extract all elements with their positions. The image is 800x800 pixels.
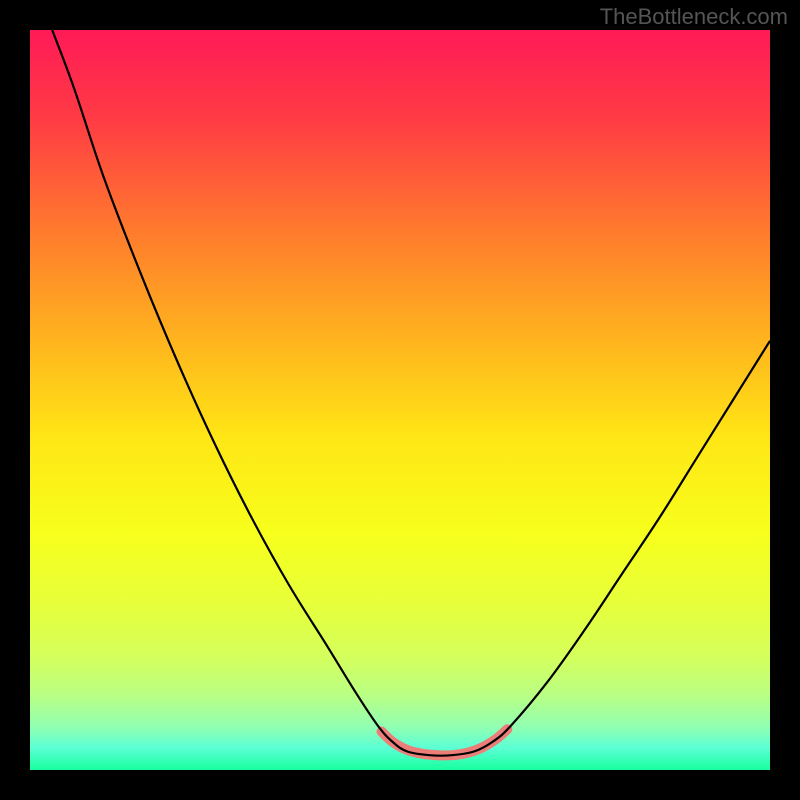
chart-curve-layer [30, 30, 770, 770]
chart-plot-area [30, 30, 770, 770]
watermark-text: TheBottleneck.com [600, 4, 788, 30]
chart-bottom-highlight [382, 729, 508, 755]
chart-main-curve [52, 30, 770, 756]
